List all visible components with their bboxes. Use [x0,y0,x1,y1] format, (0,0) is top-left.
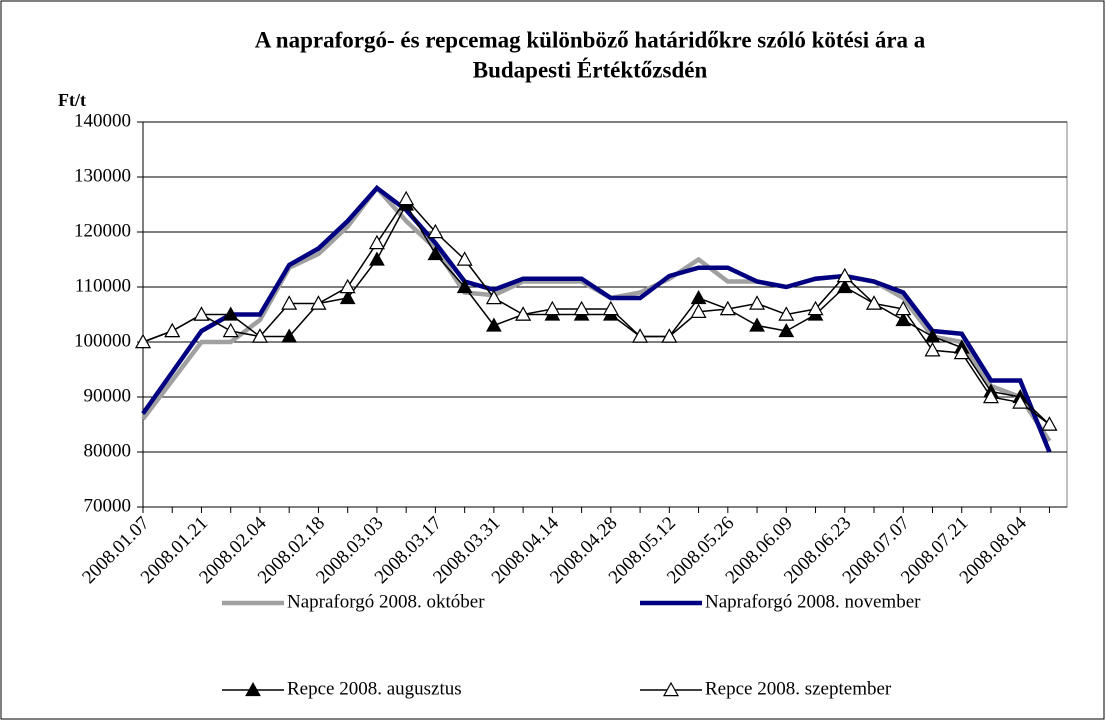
series-line [142,197,1050,426]
marker [807,300,824,316]
marker [486,317,502,332]
marker [953,344,970,360]
marker [281,328,298,343]
marker [427,245,444,261]
legend-label: Repce 2008. augusztus [287,678,462,699]
marker [281,295,298,310]
marker [1012,394,1029,409]
series-line [142,202,1050,426]
marker [895,311,912,327]
marker [865,295,883,310]
marker [690,303,707,318]
marker [310,295,327,310]
marker [164,322,181,338]
marker [661,328,678,343]
marker [485,289,502,305]
marker [515,306,532,321]
legend-label: Napraforgó 2008. november [705,591,921,612]
series-line [141,184,1052,453]
y-tick-label: 80000 [84,440,132,461]
chart-title: A napraforgó- és repcemag különböző hatá… [255,27,926,52]
marker [339,278,356,294]
marker [456,278,473,294]
marker [222,306,239,321]
y-tick-label: 100000 [74,330,131,351]
marker [251,328,268,343]
marker [632,328,649,343]
marker [222,322,239,338]
marker [456,251,473,266]
marker [836,278,853,294]
marker [778,322,795,338]
marker [778,306,795,321]
legend-label: Repce 2008. szeptember [705,678,892,699]
marker [602,300,619,316]
y-tick-label: 90000 [84,385,132,406]
marker [1041,416,1058,431]
marker [427,223,444,239]
marker [749,295,766,310]
marker [836,267,853,283]
marker [369,251,385,266]
marker [719,300,736,316]
legend-marker [245,681,261,697]
chart-title: Budapesti Értéktőzsdén [473,57,708,82]
marker [749,317,765,332]
marker [573,300,590,316]
legend-marker [662,681,680,697]
marker [895,300,912,316]
y-tick-label: 130000 [74,165,131,186]
y-tick-label: 70000 [84,495,132,516]
marker [398,190,415,206]
y-tick-label: 140000 [74,110,131,131]
y-tick-label: 110000 [75,275,131,296]
marker [368,234,385,250]
marker [339,289,356,305]
marker [544,300,561,316]
legend-label: Napraforgó 2008. október [287,591,485,612]
marker [924,342,941,357]
marker [982,388,999,404]
marker [193,306,210,321]
marker [134,333,152,349]
y-axis-label: Ft/t [58,90,86,110]
y-tick-label: 120000 [74,220,131,241]
